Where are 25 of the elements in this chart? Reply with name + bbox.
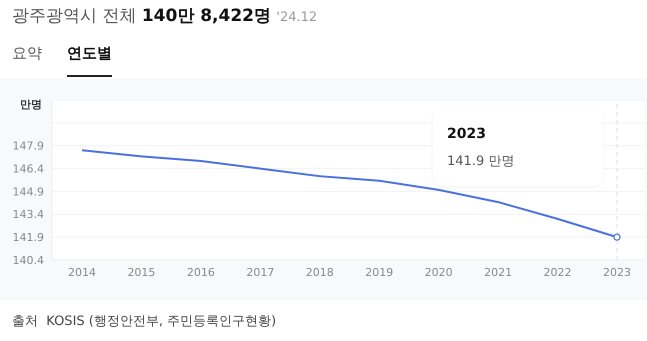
x-tick-label: 2014 <box>68 266 96 279</box>
x-tick-label: 2019 <box>365 266 394 279</box>
y-tick-label: 147.9 <box>12 140 44 153</box>
x-tick-label: 2023 <box>603 266 631 279</box>
chart-title: 광주광역시 전체 <box>12 6 136 26</box>
x-tick-label: 2018 <box>306 266 334 279</box>
y-tick-label: 146.4 <box>12 162 44 176</box>
x-tick-label: 2016 <box>186 266 215 279</box>
chart-subtitle: 140만 8,422명 <box>142 6 271 26</box>
x-tick-label: 2020 <box>424 266 453 279</box>
y-tick-label: 141.9 <box>12 231 44 244</box>
annotation: 2023 <box>447 126 486 142</box>
x-tick-label: 2017 <box>246 266 274 279</box>
source-note: 출처 KOSIS (행정안전부, 주민등록인구현황) <box>12 313 276 330</box>
text: 연도별 <box>67 44 112 77</box>
x-tick-label: 2015 <box>127 266 156 279</box>
annotation: 141.9 만명 <box>447 153 514 170</box>
y-tick-label: 140.4 <box>12 254 44 267</box>
y-axis-title: 만명 <box>20 97 42 112</box>
y-tick-label: 143.4 <box>12 208 44 222</box>
x-tick-label: 2022 <box>544 266 572 279</box>
text: 요약 <box>12 44 42 63</box>
text: '24.12 <box>276 10 318 25</box>
x-tick-label: 2021 <box>484 266 512 279</box>
y-tick-label: 144.9 <box>12 185 44 198</box>
